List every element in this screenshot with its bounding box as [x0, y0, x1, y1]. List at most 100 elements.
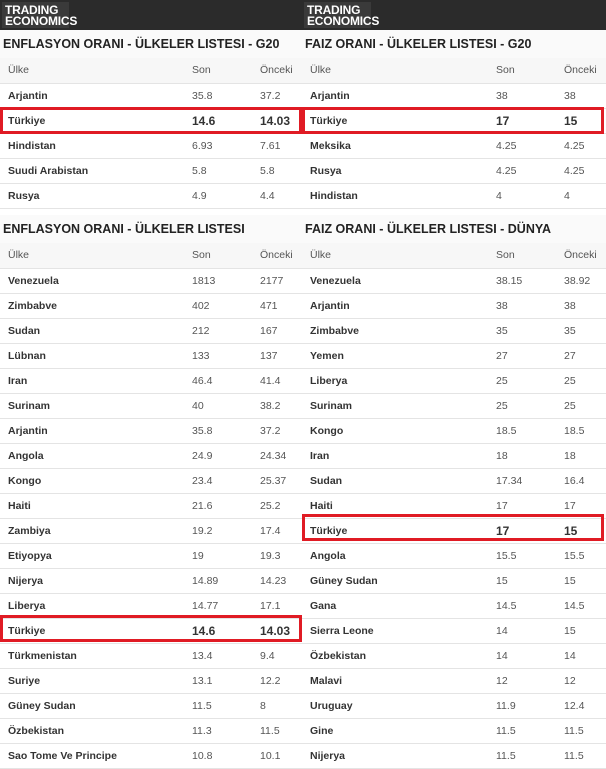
table-row[interactable]: Sudan 17.34 16.4: [302, 468, 606, 494]
table-row[interactable]: Suriye 13.1 12.2: [0, 668, 302, 694]
table-row[interactable]: Güney Sudan 15 15: [302, 568, 606, 594]
country-link[interactable]: Rusya: [0, 183, 184, 209]
table-row[interactable]: Gana 14.5 14.5: [302, 593, 606, 619]
table-row[interactable]: Malavi 12 12: [302, 668, 606, 694]
table-row[interactable]: Arjantin 38 38: [302, 293, 606, 319]
country-link[interactable]: Etiyopya: [0, 543, 184, 569]
table-row[interactable]: Haiti 17 17: [302, 493, 606, 519]
table-row[interactable]: Venezuela 1813 2177: [0, 268, 302, 294]
country-link[interactable]: Uruguay: [302, 693, 488, 719]
country-link[interactable]: Venezuela: [302, 268, 488, 294]
country-link[interactable]: Sudan: [302, 468, 488, 494]
country-link[interactable]: Haiti: [302, 493, 488, 519]
col-country[interactable]: Ülke: [302, 58, 488, 84]
trading-economics-logo[interactable]: TRADING ECONOMICS: [2, 2, 77, 28]
table-row[interactable]: Zimbabve 402 471: [0, 293, 302, 319]
country-link[interactable]: Yemen: [302, 343, 488, 369]
table-row[interactable]: Hindistan 6.93 7.61: [0, 133, 302, 159]
country-link[interactable]: Rusya: [302, 158, 488, 184]
table-row[interactable]: Uruguay 11.9 12.4: [302, 693, 606, 719]
country-link[interactable]: Surinam: [302, 393, 488, 419]
table-row[interactable]: Sao Tome Ve Principe 10.8 10.1: [0, 743, 302, 769]
table-row[interactable]: Güney Sudan 11.5 8: [0, 693, 302, 719]
table-row[interactable]: Arjantin 38 38: [302, 83, 606, 109]
table-row[interactable]: Meksika 4.25 4.25: [302, 133, 606, 159]
col-previous[interactable]: Önceki: [556, 243, 606, 269]
table-row[interactable]: Etiyopya 19 19.3: [0, 543, 302, 569]
country-link[interactable]: Suudi Arabistan: [0, 158, 184, 184]
country-link[interactable]: Türkiye: [302, 518, 488, 544]
col-last[interactable]: Son: [488, 58, 556, 84]
country-link[interactable]: Özbekistan: [0, 718, 184, 744]
table-row[interactable]: Surinam 25 25: [302, 393, 606, 419]
table-row[interactable]: Iran 46.4 41.4: [0, 368, 302, 394]
country-link[interactable]: Iran: [0, 368, 184, 394]
table-row[interactable]: Rusya 4.9 4.4: [0, 183, 302, 209]
trading-economics-logo[interactable]: TRADING ECONOMICS: [304, 2, 379, 28]
table-row[interactable]: Sudan 212 167: [0, 318, 302, 344]
country-link[interactable]: Sao Tome Ve Principe: [0, 743, 184, 769]
table-row[interactable]: Lübnan 133 137: [0, 343, 302, 369]
country-link[interactable]: Zimbabve: [302, 318, 488, 344]
country-link[interactable]: Kongo: [302, 418, 488, 444]
country-link[interactable]: Türkiye: [0, 108, 184, 134]
col-country[interactable]: Ülke: [0, 243, 184, 269]
table-row[interactable]: Gine 11.5 11.5: [302, 718, 606, 744]
table-row[interactable]: Zimbabve 35 35: [302, 318, 606, 344]
col-last[interactable]: Son: [184, 243, 252, 269]
table-row[interactable]: Angola 24.9 24.34: [0, 443, 302, 469]
table-row[interactable]: Hindistan 4 4: [302, 183, 606, 209]
country-link[interactable]: Nijerya: [0, 568, 184, 594]
country-link[interactable]: Arjantin: [0, 83, 184, 109]
country-link[interactable]: Gana: [302, 593, 488, 619]
table-row[interactable]: Türkiye 14.6 14.03: [0, 618, 302, 644]
table-row[interactable]: Surinam 40 38.2: [0, 393, 302, 419]
country-link[interactable]: Liberya: [302, 368, 488, 394]
table-row[interactable]: Arjantin 35.8 37.2: [0, 418, 302, 444]
table-row[interactable]: Kongo 23.4 25.37: [0, 468, 302, 494]
country-link[interactable]: Arjantin: [302, 293, 488, 319]
table-row[interactable]: Yemen 27 27: [302, 343, 606, 369]
table-row[interactable]: Nijerya 14.89 14.23: [0, 568, 302, 594]
table-row[interactable]: Türkiye 17 15: [302, 518, 606, 544]
table-row[interactable]: Türkmenistan 13.4 9.4: [0, 643, 302, 669]
country-link[interactable]: Zimbabve: [0, 293, 184, 319]
country-link[interactable]: Türkiye: [302, 108, 488, 134]
country-link[interactable]: Arjantin: [302, 83, 488, 109]
country-link[interactable]: Suriye: [0, 668, 184, 694]
table-row[interactable]: Liberya 14.77 17.1: [0, 593, 302, 619]
country-link[interactable]: Hindistan: [302, 183, 488, 209]
col-country[interactable]: Ülke: [0, 58, 184, 84]
col-last[interactable]: Son: [184, 58, 252, 84]
country-link[interactable]: Sudan: [0, 318, 184, 344]
table-row[interactable]: Özbekistan 14 14: [302, 643, 606, 669]
country-link[interactable]: Kongo: [0, 468, 184, 494]
table-row[interactable]: Iran 18 18: [302, 443, 606, 469]
country-link[interactable]: Haiti: [0, 493, 184, 519]
country-link[interactable]: Iran: [302, 443, 488, 469]
table-row[interactable]: Angola 15.5 15.5: [302, 543, 606, 569]
country-link[interactable]: Güney Sudan: [302, 568, 488, 594]
table-row[interactable]: Venezuela 38.15 38.92: [302, 268, 606, 294]
country-link[interactable]: Hindistan: [0, 133, 184, 159]
table-row[interactable]: Kongo 18.5 18.5: [302, 418, 606, 444]
table-row[interactable]: Zambiya 19.2 17.4: [0, 518, 302, 544]
country-link[interactable]: Angola: [302, 543, 488, 569]
country-link[interactable]: Türkmenistan: [0, 643, 184, 669]
table-row[interactable]: Sierra Leone 14 15: [302, 618, 606, 644]
table-row[interactable]: Suudi Arabistan 5.8 5.8: [0, 158, 302, 184]
table-row[interactable]: Nijerya 11.5 11.5: [302, 743, 606, 769]
country-link[interactable]: Sierra Leone: [302, 618, 488, 644]
country-link[interactable]: Liberya: [0, 593, 184, 619]
country-link[interactable]: Angola: [0, 443, 184, 469]
col-country[interactable]: Ülke: [302, 243, 488, 269]
country-link[interactable]: Nijerya: [302, 743, 488, 769]
country-link[interactable]: Surinam: [0, 393, 184, 419]
country-link[interactable]: Zambiya: [0, 518, 184, 544]
country-link[interactable]: Özbekistan: [302, 643, 488, 669]
col-last[interactable]: Son: [488, 243, 556, 269]
table-row[interactable]: Türkiye 17 15: [302, 108, 606, 134]
col-previous[interactable]: Önceki: [252, 58, 302, 84]
table-row[interactable]: Özbekistan 11.3 11.5: [0, 718, 302, 744]
country-link[interactable]: Malavi: [302, 668, 488, 694]
